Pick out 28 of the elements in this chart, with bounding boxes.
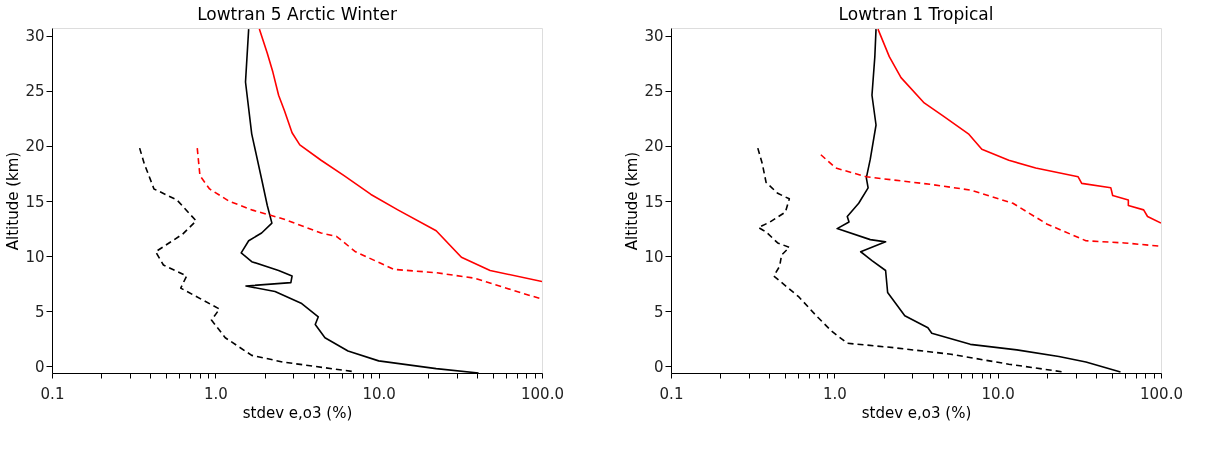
x-tick-label: 1.0	[822, 384, 847, 403]
chart-title: Lowtran 1 Tropical	[838, 4, 994, 24]
x-tick-label: 100.0	[1140, 384, 1183, 403]
y-tick-label: 20	[25, 137, 45, 156]
x-axis-title: stdev e,o3 (%)	[242, 403, 353, 422]
y-tick-label: 20	[644, 137, 664, 156]
x-tick-label: 1.0	[203, 384, 228, 403]
y-tick-label: 25	[644, 82, 664, 101]
y-axis-title: Altitude (km)	[623, 151, 642, 251]
x-tick-label: 10.0	[981, 384, 1015, 403]
y-tick-label: 0	[34, 357, 45, 376]
y-tick-label: 15	[644, 192, 664, 211]
y-tick-label: 5	[653, 302, 664, 321]
x-tick-label: 10.0	[362, 384, 396, 403]
chart-title: Lowtran 5 Arctic Winter	[197, 4, 397, 24]
y-tick-label: 30	[644, 27, 664, 46]
x-axis-title: stdev e,o3 (%)	[861, 403, 972, 422]
y-axis-title: Altitude (km)	[4, 151, 23, 251]
y-tick-label: 10	[25, 247, 45, 266]
y-tick-label: 30	[25, 27, 45, 46]
y-tick-label: 15	[25, 192, 45, 211]
x-tick-label: 0.1	[659, 384, 684, 403]
x-tick-label: 100.0	[521, 384, 564, 403]
y-tick-label: 25	[25, 82, 45, 101]
y-tick-label: 5	[34, 302, 45, 321]
y-tick-label: 10	[644, 247, 664, 266]
y-tick-label: 0	[653, 357, 664, 376]
x-tick-label: 0.1	[40, 384, 65, 403]
